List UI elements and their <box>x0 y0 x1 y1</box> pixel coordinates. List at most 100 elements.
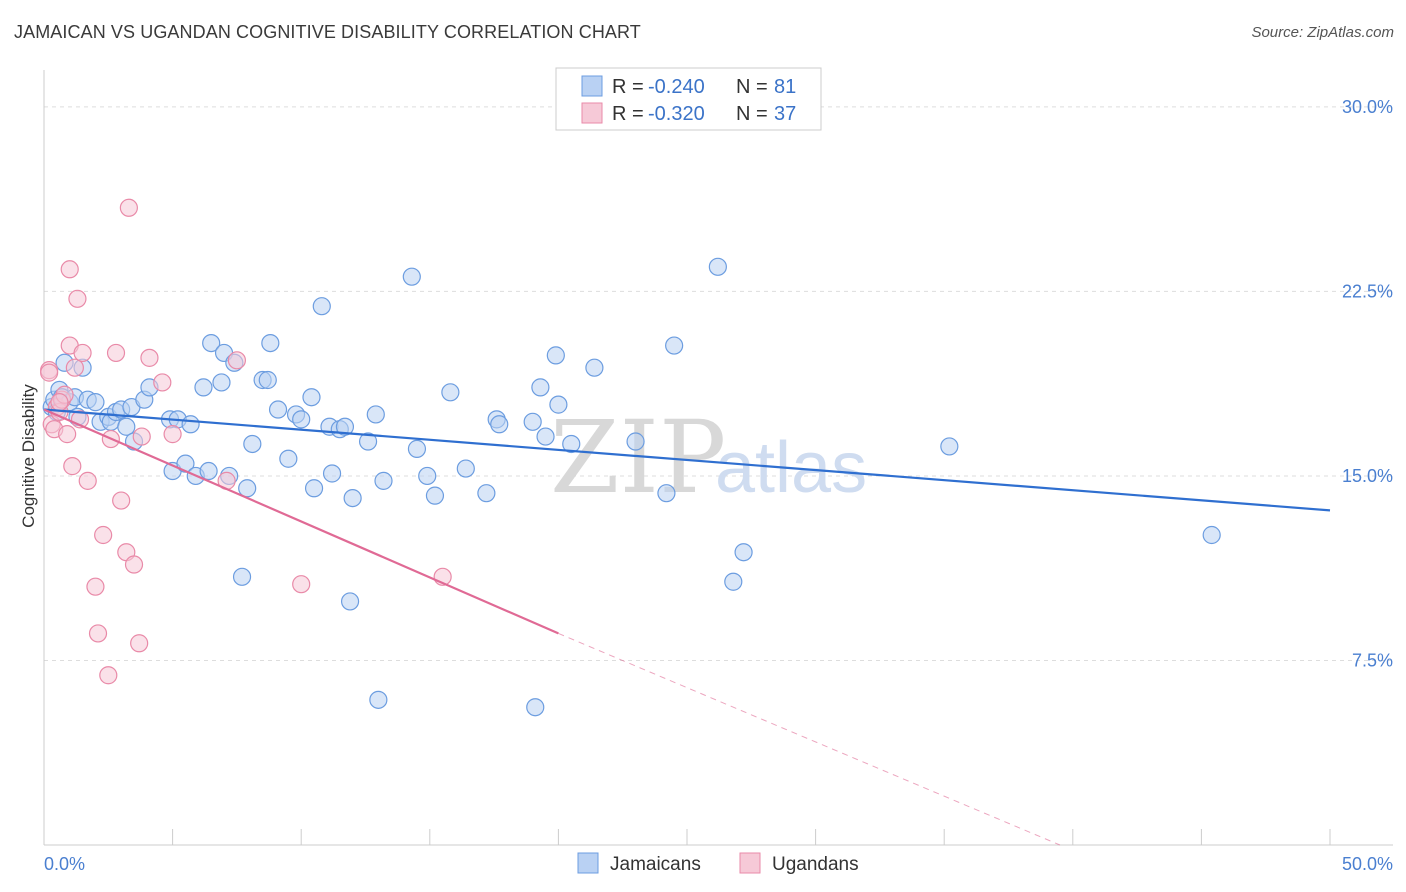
bottom-legend: Jamaicans Ugandans <box>577 852 859 875</box>
bottom-legend-label-ugandans: Ugandans <box>772 854 859 875</box>
jamaicans-point <box>279 449 298 468</box>
jamaicans-point <box>304 479 324 498</box>
jamaicans-point <box>531 378 550 397</box>
axes <box>43 70 1393 846</box>
bottom-legend-swatch-ugandans <box>739 852 761 874</box>
jamaicans-point <box>407 439 427 458</box>
jamaicans-point <box>258 370 277 390</box>
ugandans-point <box>112 491 131 510</box>
ugandans-trend-extension <box>558 632 1061 846</box>
ugandans-point <box>68 289 87 308</box>
jamaicans-point <box>418 466 437 486</box>
chart-source: Source: ZipAtlas.com <box>1251 24 1394 41</box>
jamaicans-point <box>374 471 393 490</box>
jamaicans-point <box>441 383 460 402</box>
ugandans-point <box>163 425 182 444</box>
jamaicans-point <box>456 459 475 478</box>
jamaicans-point <box>322 464 342 483</box>
jamaicans-point <box>724 572 743 591</box>
ugandans-point <box>88 624 108 643</box>
ugandans-point <box>132 427 151 446</box>
tick-labels: 7.5% 15.0% 22.5% 30.0% 0.0% 50.0% <box>44 97 1393 874</box>
jamaicans-point <box>369 690 388 709</box>
ugandans-point <box>86 577 105 596</box>
ugandans-point <box>60 260 79 279</box>
jamaicans-point <box>657 484 676 503</box>
ugandans-point <box>40 363 59 382</box>
jamaicans-point <box>549 395 568 414</box>
legend-swatch-ugandans <box>581 102 603 124</box>
legend-n-value-jamaicans: 81 <box>774 76 796 98</box>
ugandans-point <box>227 351 246 370</box>
jamaicans-point <box>734 543 753 562</box>
jamaicans-point <box>212 373 231 392</box>
y-tick-label: 15.0% <box>1342 466 1393 486</box>
ugandans-point <box>58 425 77 444</box>
ugandans-point <box>153 373 172 392</box>
jamaicans-point <box>402 267 421 286</box>
jamaicans-point <box>490 415 509 434</box>
jamaicans-point <box>523 412 542 431</box>
x-tick-label: 0.0% <box>44 854 85 874</box>
ugandans-point <box>130 634 149 653</box>
jamaicans-point <box>199 461 218 481</box>
jamaicans-point <box>335 417 355 436</box>
y-tick-label: 7.5% <box>1352 650 1393 670</box>
legend-r-label-jamaicans: R = <box>612 76 644 98</box>
jamaicans-point <box>562 434 581 454</box>
y-axis-label: Cognitive Disability <box>19 384 38 528</box>
ugandans-point <box>99 666 118 685</box>
jamaicans-point <box>358 432 378 451</box>
jamaicans-point <box>238 479 257 498</box>
bottom-legend-swatch-jamaicans <box>577 852 599 874</box>
ugandans-point <box>50 393 69 412</box>
jamaicans-point <box>268 400 288 419</box>
jamaicans-point <box>292 410 311 429</box>
jamaicans-point <box>312 297 331 316</box>
jamaicans-point <box>202 333 221 353</box>
trend-lines <box>43 408 1331 846</box>
x-tick-label: 50.0% <box>1342 854 1393 874</box>
jamaicans-point <box>708 257 727 276</box>
ugandans-trend-line <box>43 408 559 635</box>
jamaicans-point <box>536 427 555 446</box>
ugandans-point <box>73 343 92 363</box>
jamaicans-point <box>340 592 360 611</box>
jamaicans-point <box>526 698 545 717</box>
ugandans-points <box>40 198 452 685</box>
legend-swatch-jamaicans <box>581 75 603 97</box>
watermark: ZIP atlas <box>550 399 867 516</box>
ugandans-point <box>65 358 84 377</box>
jamaicans-point <box>1202 525 1221 545</box>
jamaicans-point <box>546 346 565 365</box>
top-legend: R = -0.240 N = 81 R = -0.320 N = 37 <box>555 67 822 131</box>
jamaicans-point <box>243 434 262 454</box>
jamaicans-point <box>232 567 252 586</box>
ugandans-point <box>119 198 138 217</box>
jamaicans-point <box>343 488 362 508</box>
jamaicans-point <box>366 405 385 424</box>
legend-n-label-jamaicans: N = <box>736 76 768 98</box>
chart-title: JAMAICAN VS UGANDAN COGNITIVE DISABILITY… <box>14 22 641 42</box>
y-tick-label: 30.0% <box>1342 97 1393 117</box>
legend-r-value-ugandans: -0.320 <box>648 103 705 125</box>
jamaicans-point <box>117 417 136 436</box>
ugandans-point <box>63 457 82 476</box>
legend-r-value-jamaicans: -0.240 <box>648 76 705 98</box>
jamaicans-point <box>194 378 213 397</box>
jamaicans-point <box>425 486 445 505</box>
legend-n-label-ugandans: N = <box>736 103 768 125</box>
ugandans-point <box>292 575 311 594</box>
ugandans-point <box>140 348 159 367</box>
watermark-zip: ZIP <box>550 399 726 516</box>
ugandans-point <box>94 525 113 545</box>
jamaicans-point <box>477 484 496 503</box>
jamaicans-point <box>585 358 604 377</box>
jamaicans-trend-line <box>43 408 1331 512</box>
jamaicans-point <box>86 393 105 412</box>
jamaicans-point <box>261 333 280 353</box>
bottom-legend-label-jamaicans: Jamaicans <box>610 854 701 875</box>
ugandans-point <box>124 555 144 574</box>
jamaicans-point <box>940 437 959 456</box>
